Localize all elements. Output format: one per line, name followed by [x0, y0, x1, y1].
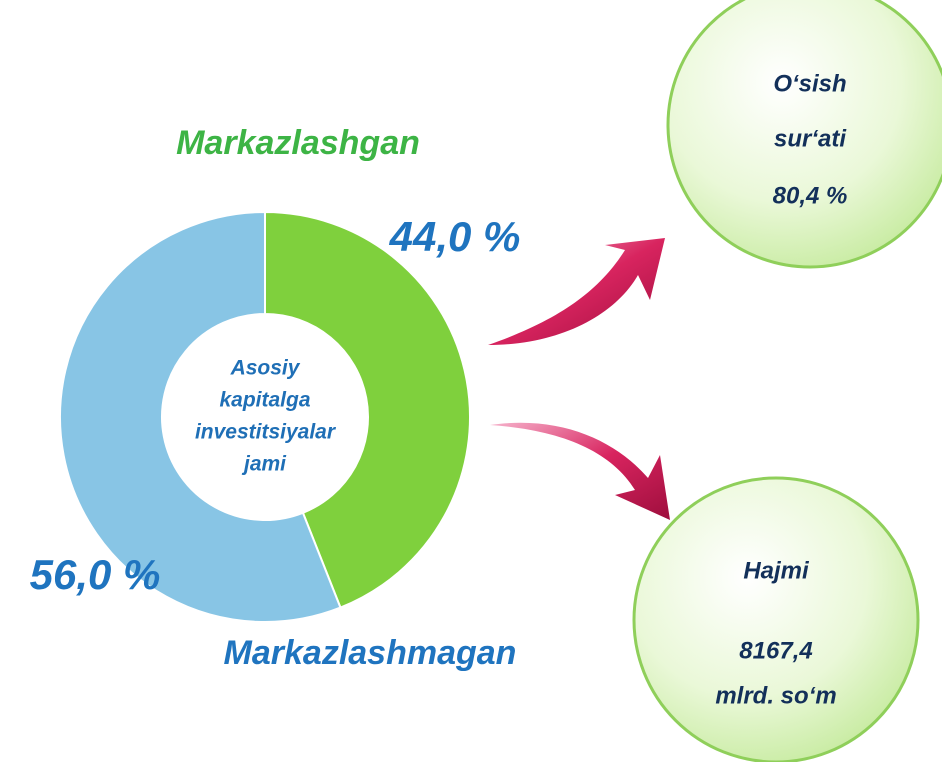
center-label: Asosiy — [230, 357, 301, 380]
callout-text: mlrd. so‘m — [715, 682, 836, 709]
callout-text: sur‘ati — [774, 125, 847, 152]
category-label: Markazlashmagan — [224, 634, 517, 672]
center-label: kapitalga — [219, 389, 310, 412]
callout-text: 80,4 % — [773, 182, 848, 209]
callout-text: 8167,4 — [739, 637, 812, 664]
callout-text: Hajmi — [743, 557, 810, 584]
center-label: jami — [241, 453, 287, 476]
arrow — [490, 422, 670, 520]
arrow — [488, 238, 665, 345]
callout-text: O‘sish — [773, 70, 846, 97]
value-label: 56,0 % — [30, 551, 161, 598]
callout-bubble — [632, 476, 920, 762]
callout-bubble — [666, 0, 942, 269]
donut-segment — [264, 210, 471, 609]
center-label: investitsiyalar — [195, 421, 337, 444]
category-label: Markazlashgan — [176, 124, 420, 162]
value-label: 44,0 % — [389, 213, 521, 260]
donut-segment — [59, 210, 342, 623]
